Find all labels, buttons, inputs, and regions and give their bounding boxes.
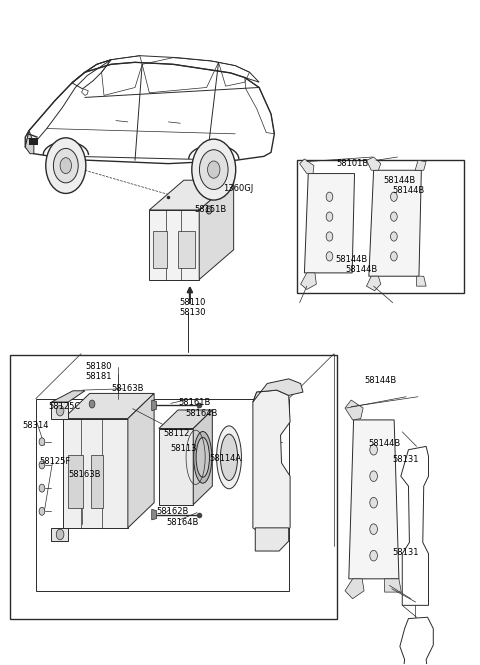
Polygon shape [345, 400, 363, 420]
Text: 58164B: 58164B [166, 518, 198, 527]
Circle shape [391, 212, 397, 221]
Bar [297, 160, 464, 293]
Text: 58110: 58110 [179, 298, 205, 307]
Text: 58181: 58181 [85, 372, 111, 381]
Circle shape [39, 484, 45, 492]
Circle shape [207, 161, 220, 178]
Polygon shape [193, 410, 212, 505]
Circle shape [199, 150, 228, 190]
Ellipse shape [216, 426, 241, 489]
Circle shape [391, 192, 397, 201]
Circle shape [206, 206, 212, 214]
Text: 58114A: 58114A [209, 454, 241, 464]
Polygon shape [253, 390, 290, 535]
Polygon shape [63, 394, 154, 418]
Text: 58161B: 58161B [178, 398, 210, 406]
Circle shape [326, 192, 333, 201]
Bar [29, 138, 38, 145]
Polygon shape [300, 273, 316, 289]
Polygon shape [366, 157, 381, 170]
Text: 58144B: 58144B [336, 255, 368, 264]
Text: 58163B: 58163B [68, 469, 101, 479]
Text: 58131: 58131 [393, 455, 419, 464]
Circle shape [46, 138, 86, 194]
Circle shape [391, 232, 397, 241]
Text: 58162B: 58162B [156, 507, 189, 516]
Ellipse shape [196, 438, 209, 477]
Polygon shape [159, 410, 212, 428]
Text: 1360GJ: 1360GJ [223, 184, 253, 193]
Text: 58113: 58113 [171, 444, 197, 453]
Polygon shape [128, 394, 154, 528]
Circle shape [370, 471, 377, 481]
Polygon shape [51, 391, 85, 402]
Bar [36, 399, 288, 591]
Ellipse shape [220, 434, 238, 481]
Text: 58144B: 58144B [393, 186, 425, 195]
Polygon shape [51, 402, 68, 418]
Polygon shape [253, 379, 303, 402]
Text: 58314: 58314 [23, 421, 49, 430]
Polygon shape [304, 174, 355, 273]
Circle shape [39, 438, 45, 446]
Bar [178, 231, 195, 267]
Polygon shape [149, 210, 199, 279]
Polygon shape [51, 528, 68, 541]
Circle shape [370, 551, 377, 561]
Text: 58144B: 58144B [369, 440, 401, 448]
Text: 58130: 58130 [179, 308, 205, 317]
Circle shape [370, 524, 377, 535]
Text: 58144B: 58144B [345, 265, 377, 274]
Bar [91, 455, 103, 508]
Ellipse shape [194, 432, 212, 483]
Circle shape [391, 252, 397, 261]
Polygon shape [384, 579, 401, 592]
Circle shape [89, 400, 95, 408]
Text: 58125C: 58125C [48, 402, 81, 411]
Circle shape [53, 148, 78, 183]
Bar [68, 455, 83, 508]
Text: 58163B: 58163B [111, 384, 144, 393]
Text: 58180: 58180 [85, 362, 111, 372]
Circle shape [56, 529, 64, 540]
Polygon shape [369, 170, 421, 276]
Text: 58101B: 58101B [336, 159, 368, 168]
Circle shape [56, 406, 64, 416]
Text: 58144B: 58144B [383, 176, 415, 185]
Polygon shape [415, 160, 426, 170]
Polygon shape [349, 420, 399, 579]
Bar [153, 231, 167, 267]
Polygon shape [345, 579, 364, 598]
Polygon shape [63, 418, 128, 528]
Circle shape [326, 212, 333, 221]
Bar [10, 355, 337, 618]
Polygon shape [417, 276, 426, 286]
Circle shape [192, 139, 236, 200]
Polygon shape [149, 180, 234, 210]
Circle shape [39, 461, 45, 469]
Circle shape [326, 232, 333, 241]
Polygon shape [152, 509, 156, 520]
Text: 58164B: 58164B [185, 409, 217, 418]
Polygon shape [152, 400, 156, 411]
Circle shape [60, 158, 72, 174]
Polygon shape [300, 159, 314, 174]
Polygon shape [159, 428, 193, 505]
Text: 58125F: 58125F [39, 457, 71, 466]
Circle shape [370, 444, 377, 455]
Text: 58112: 58112 [164, 430, 190, 438]
Text: 58131: 58131 [393, 548, 419, 557]
Polygon shape [25, 130, 34, 154]
Text: 58144B: 58144B [364, 376, 396, 384]
Circle shape [39, 507, 45, 515]
Circle shape [326, 252, 333, 261]
Text: 58151B: 58151B [195, 205, 227, 215]
Circle shape [370, 497, 377, 508]
Polygon shape [366, 276, 381, 291]
Polygon shape [199, 180, 234, 279]
Polygon shape [255, 528, 288, 551]
